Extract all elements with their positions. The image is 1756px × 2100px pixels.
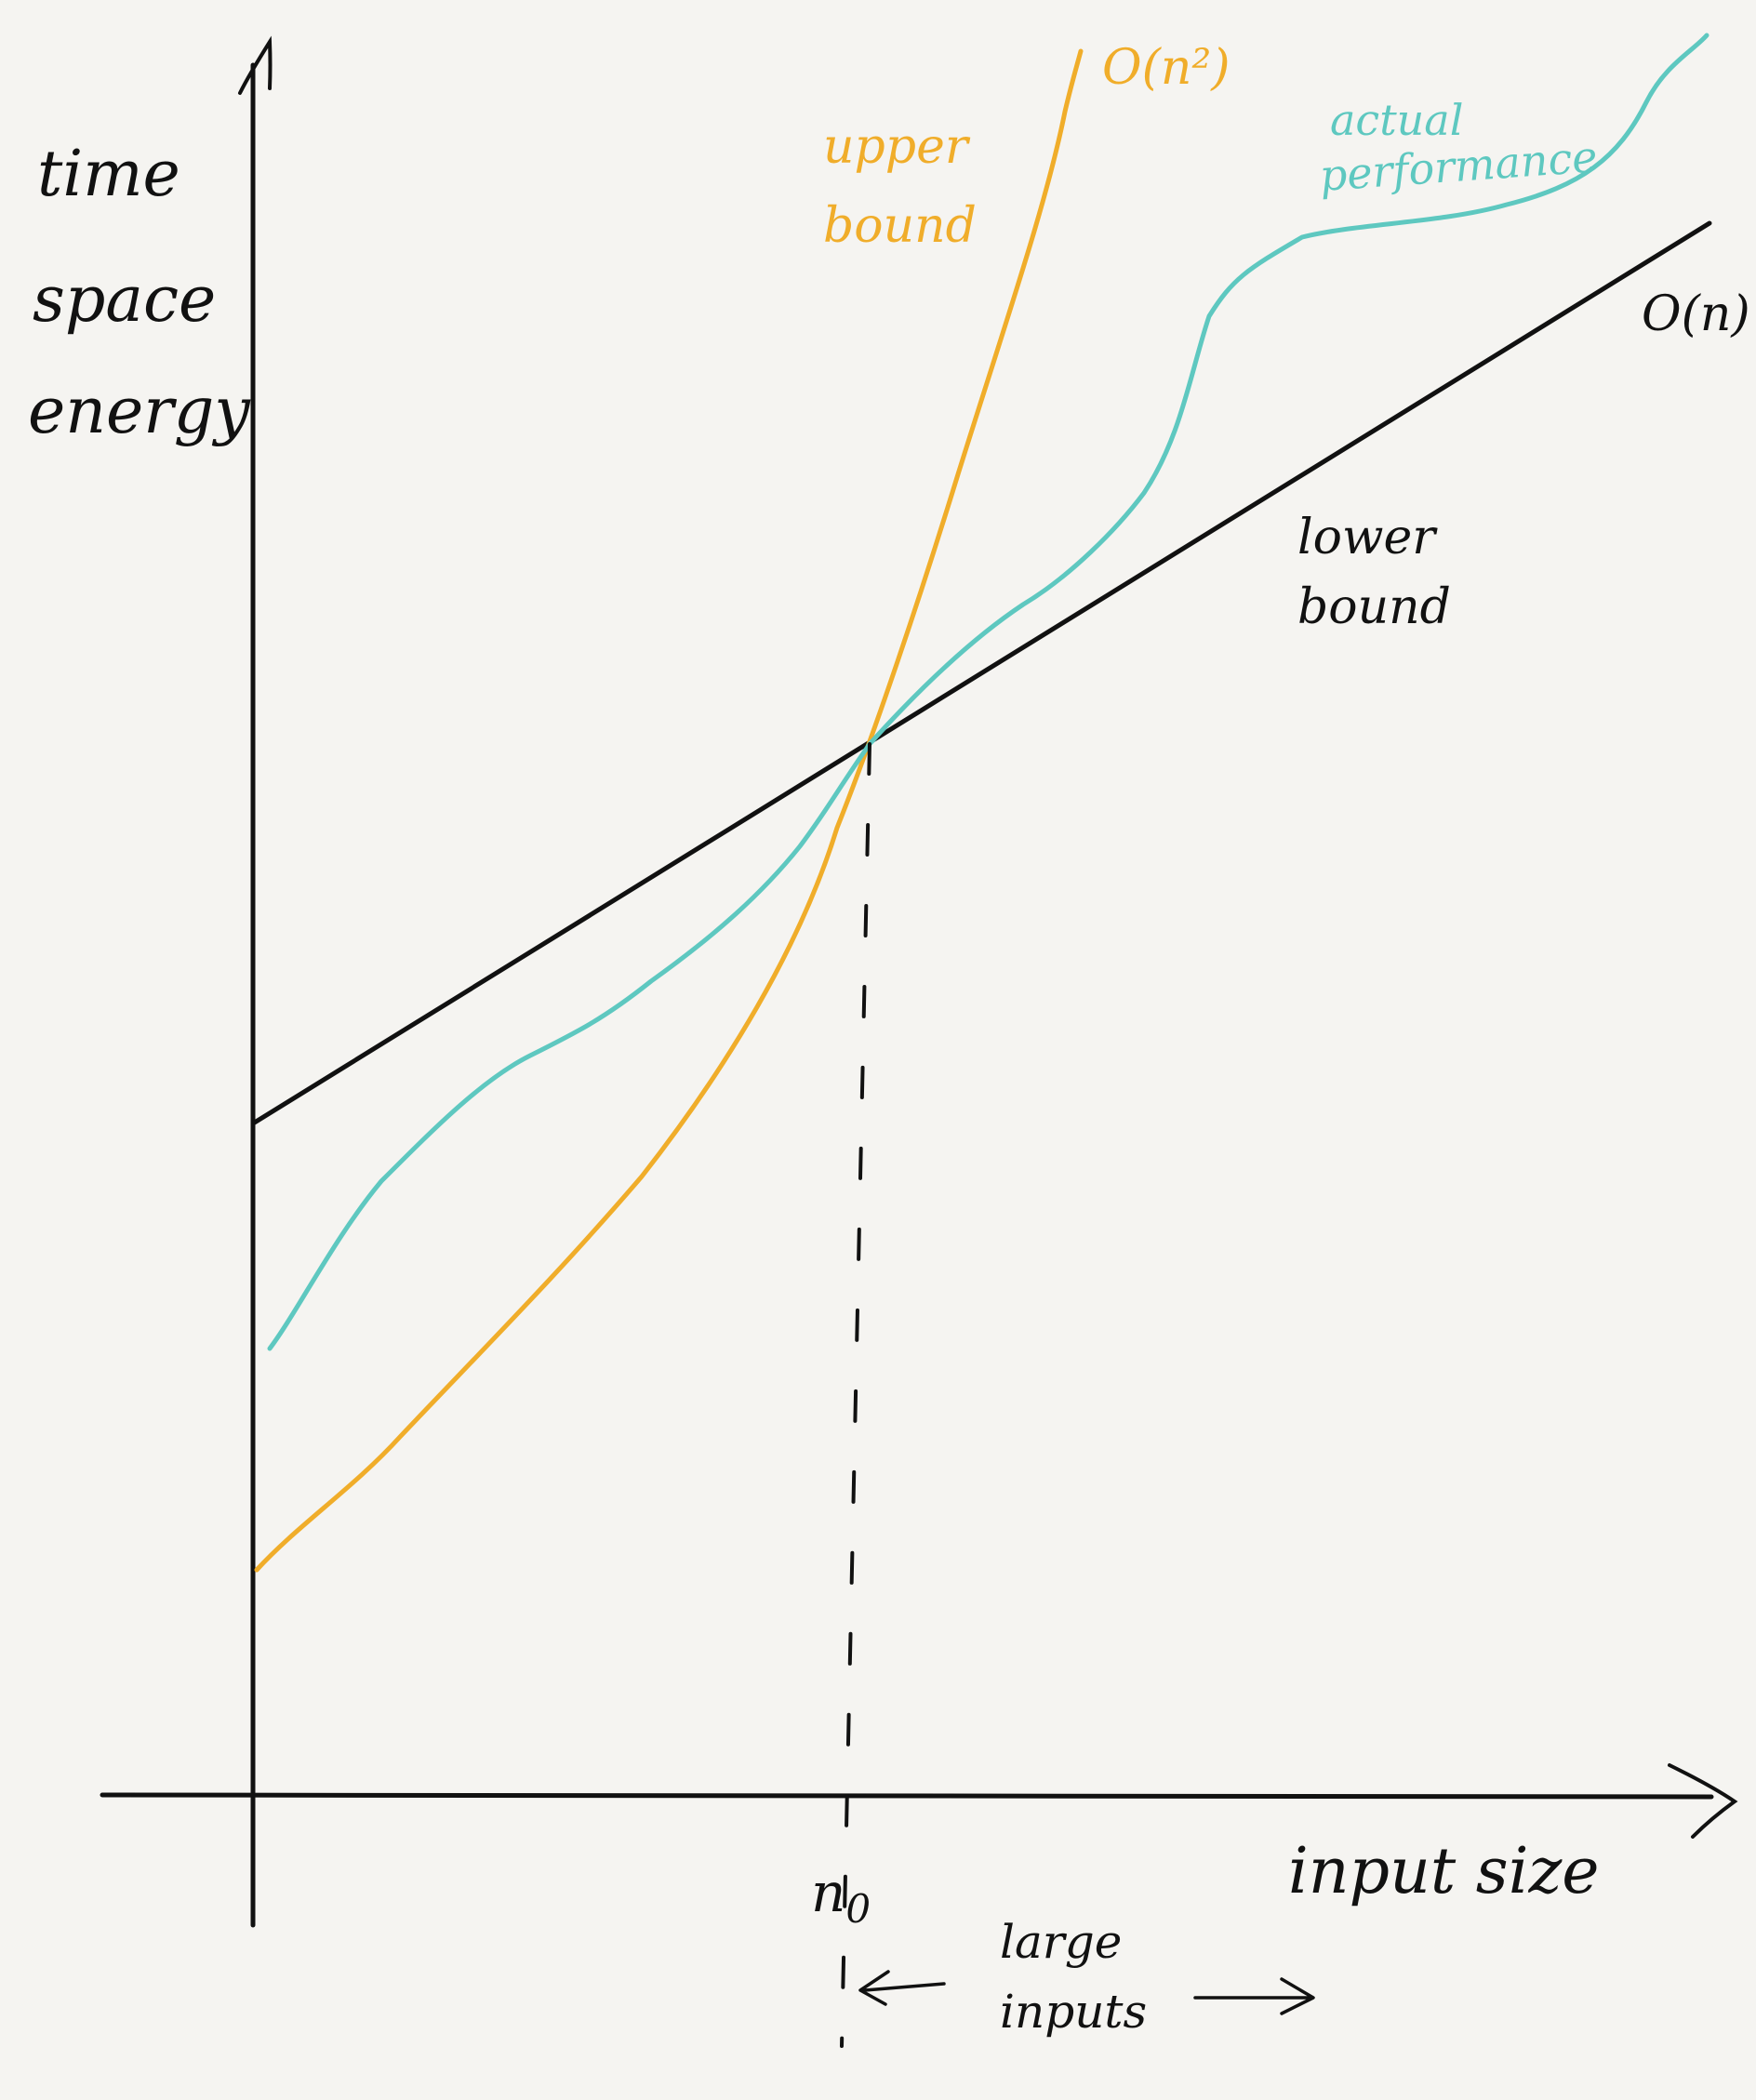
x-axis bbox=[100, 1792, 1714, 1800]
n0-dashed-line bbox=[840, 742, 871, 2048]
n0-label: n0 bbox=[811, 1861, 871, 1932]
large-inputs-label-line2: inputs bbox=[1000, 1985, 1147, 2039]
x-axis-label: input size bbox=[1288, 1835, 1600, 1908]
upper-bound-curve bbox=[254, 48, 1084, 1573]
actual-performance-label-line1: actual bbox=[1330, 95, 1463, 145]
lower-bound-line bbox=[250, 220, 1712, 1126]
y-label-space: space bbox=[33, 263, 216, 337]
large-inputs-arrow-left bbox=[858, 1970, 946, 2006]
actual-performance-curve bbox=[267, 33, 1709, 1351]
lower-bound-label-line1: lower bbox=[1297, 510, 1438, 565]
upper-bound-complexity: O(n²) bbox=[1102, 40, 1231, 96]
upper-bound-label-line2: bound bbox=[823, 198, 977, 254]
large-inputs-arrow-right bbox=[1193, 1977, 1315, 2015]
lower-bound-label-line2: bound bbox=[1297, 579, 1451, 635]
large-inputs-label-line1: large bbox=[1000, 1915, 1122, 1969]
x-axis-arrowhead bbox=[1668, 1763, 1738, 1839]
y-axis-arrowhead bbox=[238, 35, 273, 95]
n0-main: n bbox=[811, 1861, 845, 1924]
upper-bound-label-line1: upper bbox=[823, 119, 971, 175]
axes bbox=[100, 35, 1738, 1928]
y-label-energy: energy bbox=[28, 375, 251, 448]
n0-subscript: 0 bbox=[845, 1886, 871, 1932]
lower-bound-complexity: O(n) bbox=[1642, 286, 1750, 342]
y-label-time: time bbox=[37, 138, 180, 211]
